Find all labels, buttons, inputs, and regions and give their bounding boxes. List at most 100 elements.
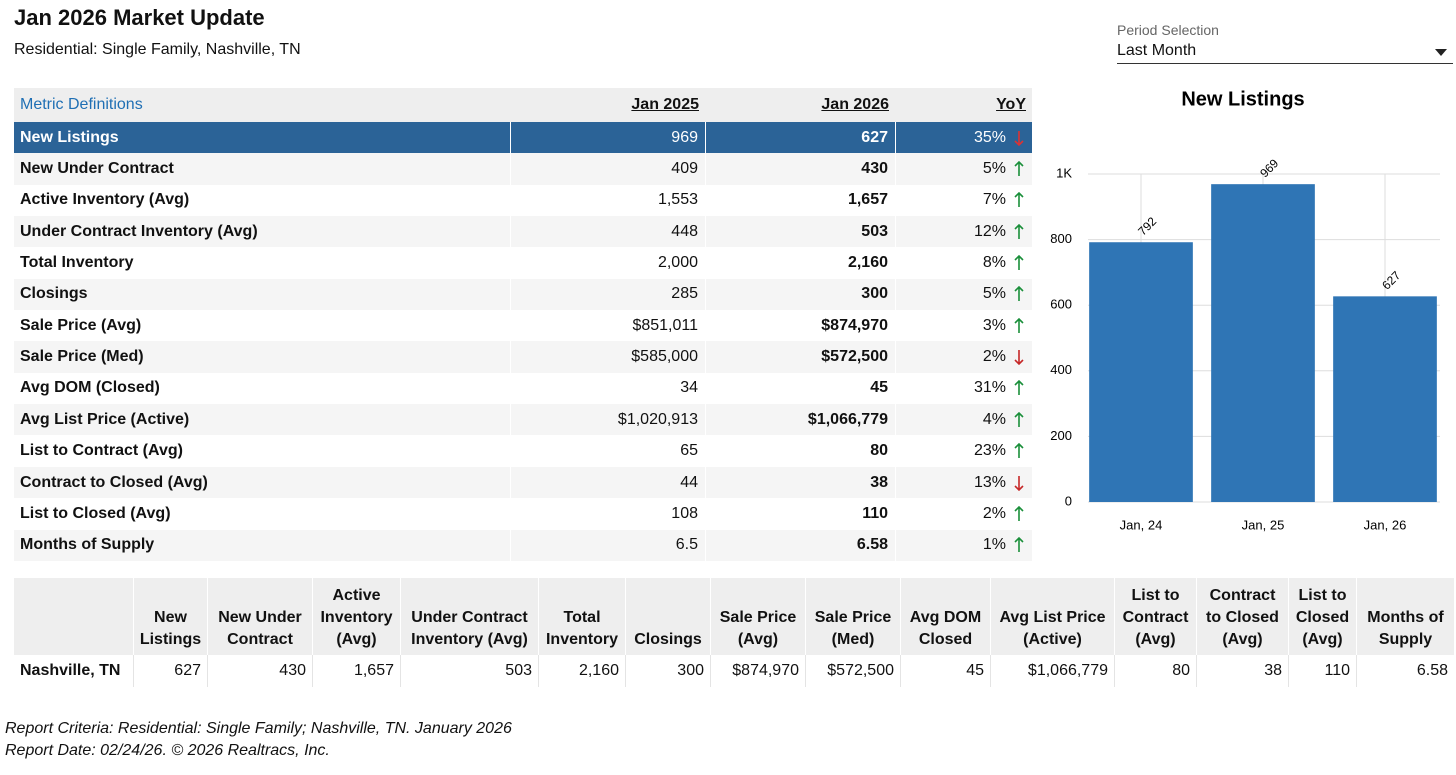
metric-name: Total Inventory: [20, 254, 134, 272]
trend-arrow: [1014, 537, 1024, 553]
value-2025: 108: [510, 498, 705, 530]
value-2025: 285: [510, 278, 705, 311]
summary-location: Nashville, TN: [20, 662, 121, 679]
value-2026: $874,970: [705, 310, 895, 342]
value-2026: $572,500: [705, 341, 895, 373]
column-header: Jan 2025: [631, 96, 699, 113]
value-2026: 430: [705, 153, 895, 185]
metric-name: New Under Contract: [20, 160, 174, 178]
table-row: [14, 184, 1032, 217]
yoy: 31%: [895, 372, 1032, 405]
header-row: [14, 88, 1032, 122]
x-tick-label: Jan, 26: [1364, 517, 1407, 532]
y-tick-label: 400: [1050, 362, 1072, 377]
metric-name: Sale Price (Med): [20, 348, 144, 366]
value-2025: 65: [510, 435, 705, 467]
trend-arrow: [1014, 286, 1024, 302]
yoy: 13%: [895, 466, 1032, 499]
column-header: Sale Price (Med): [805, 578, 900, 655]
value-2026: 6.58: [705, 529, 895, 561]
yoy: 2%: [895, 498, 1032, 530]
bar: [1089, 242, 1193, 502]
trend-arrow: [1014, 411, 1024, 427]
value-2025: 409: [510, 153, 705, 185]
period-select[interactable]: Last Month: [1117, 42, 1453, 64]
x-tick-label: Jan, 25: [1242, 517, 1285, 532]
value-2025: 2,000: [510, 247, 705, 279]
table-row: [14, 247, 1032, 279]
value-2025: 448: [510, 216, 705, 248]
metric-name: Active Inventory (Avg): [20, 191, 190, 209]
data-label: 792: [1135, 214, 1159, 238]
value-2026: 110: [705, 498, 895, 530]
y-tick-label: 1K: [1056, 165, 1072, 180]
yoy: 8%: [895, 247, 1032, 279]
column-header: Jan 2026: [821, 96, 889, 113]
yoy: 7%: [895, 184, 1032, 217]
yoy: 4%: [895, 404, 1032, 436]
metric-name: Contract to Closed (Avg): [20, 473, 208, 491]
summary-value: 38: [1196, 655, 1288, 687]
column-header: Sale Price (Avg): [710, 578, 805, 655]
yoy: 23%: [895, 435, 1032, 467]
table-row: [14, 341, 1032, 373]
trend-arrow: [1014, 475, 1024, 491]
yoy: 5%: [895, 278, 1032, 311]
value-2025: $1,020,913: [510, 404, 705, 436]
yoy: 12%: [895, 216, 1032, 248]
metric-name: Under Contract Inventory (Avg): [20, 222, 258, 240]
summary-value: $572,500: [805, 655, 900, 687]
value-2025: 969: [510, 122, 705, 154]
metric-name: Sale Price (Avg): [20, 316, 142, 334]
column-header: Total Inventory: [538, 578, 625, 655]
column-header: Months of Supply: [1356, 578, 1454, 655]
y-tick-label: 800: [1050, 231, 1072, 246]
table-row: [14, 278, 1032, 311]
table-row: [14, 122, 1032, 154]
metric-name: Avg List Price (Active): [20, 410, 190, 428]
yoy: 35%: [895, 122, 1032, 154]
summary-value: 300: [625, 655, 710, 687]
page-title: Jan 2026 Market Update: [14, 5, 265, 30]
summary-value: 627: [133, 655, 207, 687]
table-row: [14, 310, 1032, 342]
column-header: List to Contract (Avg): [1114, 578, 1196, 655]
value-2025: 34: [510, 372, 705, 405]
value-2026: $1,066,779: [705, 404, 895, 436]
data-label: 969: [1257, 156, 1281, 180]
footer-line: Report Date: 02/24/26. © 2026 Realtracs,…: [5, 742, 330, 759]
metric-name: List to Closed (Avg): [20, 504, 171, 522]
table-row: [14, 529, 1032, 561]
column-header: Avg List Price (Active): [990, 578, 1114, 655]
yoy: 3%: [895, 310, 1032, 342]
summary-value: 1,657: [312, 655, 400, 687]
trend-arrow: [1014, 192, 1024, 208]
column-header: New Listings: [133, 578, 207, 655]
x-tick-label: Jan, 24: [1120, 517, 1163, 532]
metric-name: Closings: [20, 285, 88, 303]
bar: [1211, 184, 1315, 502]
yoy: 1%: [895, 529, 1032, 561]
summary-value: 110: [1288, 655, 1356, 687]
column-header: Contract to Closed (Avg): [1196, 578, 1288, 655]
column-header: Avg DOM Closed: [900, 578, 990, 655]
table-row: [14, 435, 1032, 467]
trend-arrow: [1014, 317, 1024, 333]
value-2025: 1,553: [510, 184, 705, 217]
table-row: [14, 372, 1032, 405]
value-2026: 80: [705, 435, 895, 467]
definitions-link[interactable]: Metric Definitions: [20, 96, 143, 113]
table-row: [14, 404, 1032, 436]
chart-title: New Listings: [1181, 88, 1304, 110]
column-header: New Under Contract: [207, 578, 312, 655]
dropdown-caret: [1435, 49, 1447, 56]
column-header: Closings: [625, 578, 710, 655]
metric-name: Avg DOM (Closed): [20, 379, 160, 397]
column-header: Under Contract Inventory (Avg): [400, 578, 538, 655]
value-2025: 44: [510, 466, 705, 499]
chart: New Listings 0 200 400 600 800 1K 792 Jan, 24 96…: [1050, 88, 1440, 532]
value-2026: 45: [705, 372, 895, 405]
yoy: 5%: [895, 153, 1032, 185]
table-row: [14, 466, 1032, 499]
